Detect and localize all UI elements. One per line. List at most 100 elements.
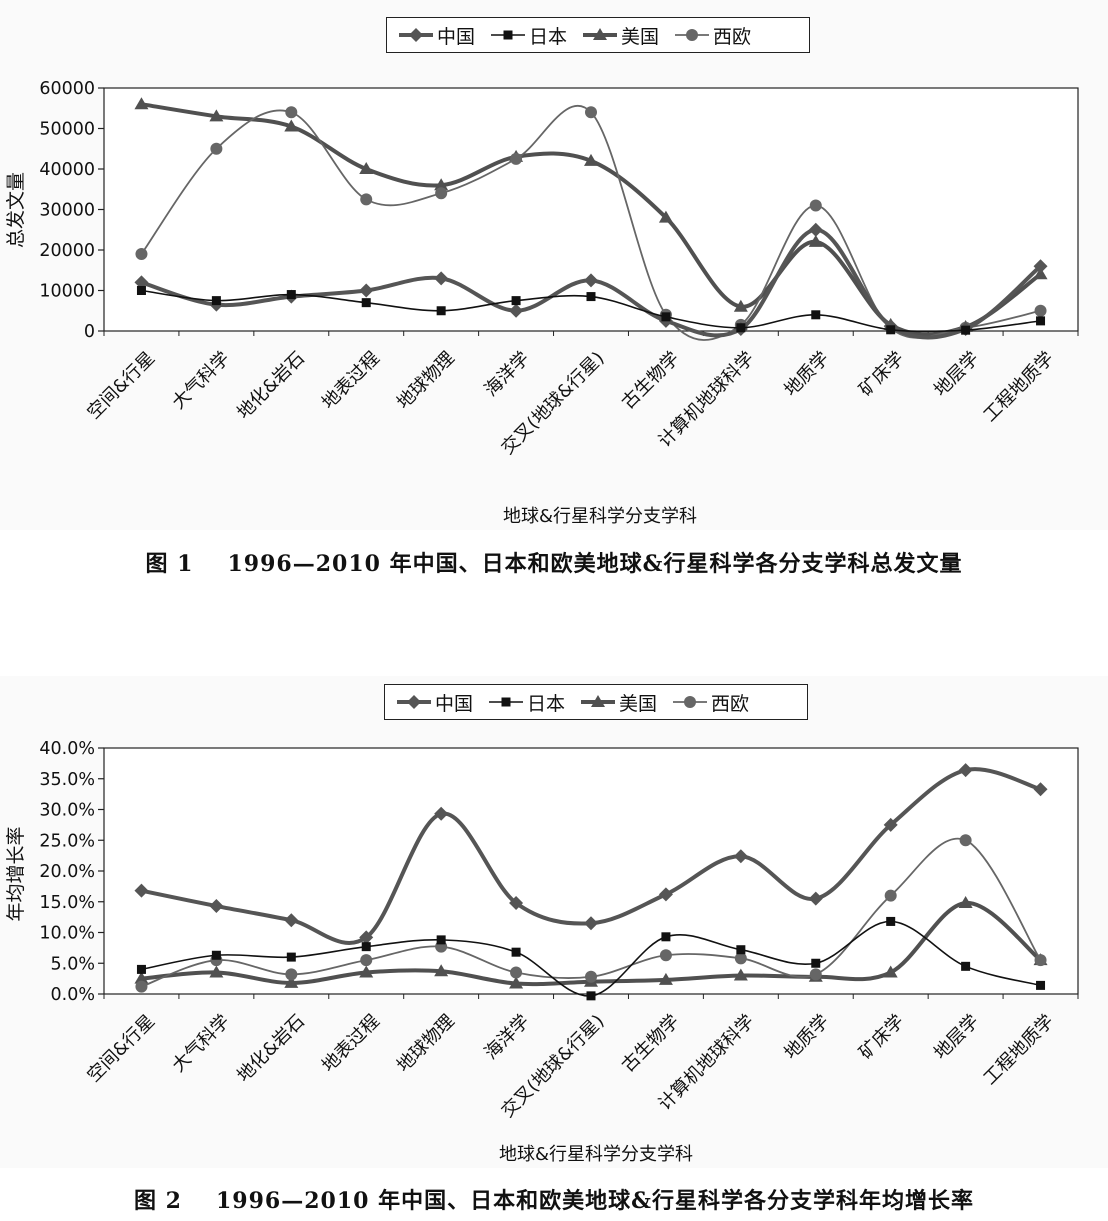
- figure2-legend-label-0: 中国: [435, 692, 474, 715]
- figure2-point-西欧-3: [360, 954, 373, 967]
- figure2-category-label-9: 地质学: [780, 1011, 833, 1064]
- figure2-ytick-label-0: 0.0%: [51, 985, 95, 1005]
- figure2-point-美国-3: [359, 965, 374, 978]
- figure2-point-美国-10: [883, 965, 898, 978]
- figure1-point-美国-12: [1033, 267, 1048, 280]
- figure2-ytick-label-3: 15.0%: [39, 893, 95, 913]
- figure2-point-日本-12: [1036, 980, 1046, 990]
- figure2-panel: 0.0% 5.0% 10.0% 15.0% 20.0% 25.0% 30.0% 35.0% 40…: [0, 676, 1108, 1168]
- figure2-point-美国-5: [509, 976, 524, 989]
- figure1-legend-swatch-0: [399, 28, 433, 42]
- figure2-point-中国-6: [584, 916, 598, 931]
- figure1-point-西欧-6: [585, 106, 597, 119]
- figure1-legend-label-2: 美国: [621, 25, 660, 48]
- figure1-legend-marker-3: [686, 29, 699, 41]
- figure1-category-label-0: 空间&行星: [83, 348, 159, 424]
- figure2-series-美国: [134, 895, 1048, 989]
- figure2-category-label-10: 矿床学: [855, 1011, 908, 1064]
- figure2-point-日本-3: [361, 942, 371, 952]
- figure1-ytick-label-2: 20000: [39, 241, 95, 261]
- figure1-point-日本-10: [886, 325, 896, 335]
- figure1-category-label-11: 地层学: [930, 348, 983, 401]
- figure2-point-中国-7: [658, 887, 673, 902]
- figure2-point-日本-1: [211, 950, 221, 960]
- figure2-point-中国-3: [359, 930, 374, 945]
- figure1-legend-swatch-2: [583, 28, 618, 40]
- figure2-ytick-label-1: 5.0%: [51, 954, 95, 974]
- figure2-point-西欧-0: [135, 980, 148, 993]
- figure1-point-中国-12: [1033, 259, 1048, 274]
- figure2-legend: 中国 日本 美国 西欧: [384, 684, 808, 720]
- figure2-legend-item-3: 西欧: [671, 689, 749, 716]
- figure1-category-label-7: 古生物学: [618, 348, 684, 414]
- figure2-point-中国-4: [434, 806, 449, 821]
- figure2-point-日本-6: [586, 991, 596, 1001]
- figure1-legend-marker-2: [593, 28, 608, 40]
- figure2-series-中国: [134, 763, 1048, 945]
- figure2-point-日本-11: [961, 961, 971, 971]
- figure2-category-label-4: 地球物理: [393, 1011, 459, 1077]
- figure2-category-label-1: 大气科学: [168, 1011, 234, 1077]
- figure1-legend-swatch-3: [675, 29, 710, 41]
- figure2-category-label-3: 地表过程: [318, 1011, 384, 1077]
- figure1-point-日本-9: [811, 310, 821, 320]
- figure1-category-label-2: 地化&岩石: [233, 348, 309, 424]
- figure2-point-西欧-8: [734, 952, 747, 965]
- figure2-category-label-2: 地化&岩石: [233, 1011, 309, 1087]
- figure1-point-美国-3: [359, 162, 374, 174]
- figure1-legend-label-3: 西欧: [713, 25, 752, 48]
- figure2-legend-label-1: 日本: [527, 692, 566, 715]
- figure1-point-中国-3: [359, 283, 374, 298]
- figure1-caption-text: 1996—2010 年中国、日本和欧美地球&行星科学各分支学科总发文量: [227, 551, 963, 577]
- figure1-point-中国-9: [808, 222, 823, 237]
- figure2-series-西欧: [135, 834, 1047, 993]
- figure2-series-日本: [136, 916, 1046, 1001]
- figure2-legend-swatch-0: [397, 695, 431, 709]
- figure2-point-日本-10: [886, 916, 896, 926]
- figure2-category-label-7: 古生物学: [618, 1011, 684, 1077]
- figure2-y-axis-title: 年均增长率: [5, 826, 27, 921]
- figure1-point-西欧-9: [809, 199, 822, 212]
- figure1-y-axis-title: 总发文量: [5, 172, 27, 248]
- figure1-caption: 图 1 1996—2010 年中国、日本和欧美地球&行星科学各分支学科总发文量: [0, 546, 1108, 578]
- figure1-legend-label-1: 日本: [529, 25, 568, 48]
- figure2-legend-label-3: 西欧: [711, 692, 750, 715]
- figure1-point-西欧-3: [360, 193, 373, 206]
- figure2-point-中国-5: [509, 895, 524, 910]
- figure1-point-日本-7: [661, 312, 671, 322]
- figure1-point-美国-9: [808, 234, 823, 247]
- figure1-point-日本-11: [961, 325, 971, 335]
- figure2-x-axis-title: 地球&行星科学分支学科: [499, 1144, 693, 1165]
- figure1-point-日本-0: [136, 286, 146, 295]
- figure1-point-日本-6: [586, 292, 596, 302]
- figure1-point-西欧-0: [135, 248, 148, 261]
- figure1-point-中国-6: [584, 273, 598, 288]
- figure2-point-西欧-5: [510, 966, 523, 979]
- figure1-point-中国-0: [134, 275, 149, 290]
- figure1-point-日本-12: [1036, 316, 1046, 326]
- figure2-point-美国-11: [958, 895, 973, 908]
- figure1-category-label-5: 海洋学: [481, 348, 534, 401]
- figure2-point-西欧-12: [1034, 954, 1047, 967]
- figure2-point-美国-2: [284, 975, 299, 988]
- figure1-point-西欧-5: [510, 152, 523, 165]
- figure1-category-label-4: 地球物理: [393, 348, 459, 414]
- figure2-legend-marker-0: [407, 695, 421, 709]
- figure1-legend-swatch-1: [491, 30, 526, 40]
- figure1-legend-item-3: 西欧: [673, 22, 751, 49]
- figure2-point-中国-10: [883, 817, 898, 832]
- figure1-ytick-label-0: 0: [84, 322, 95, 342]
- figure2-point-日本-4: [436, 935, 446, 945]
- figure2-point-中国-0: [134, 883, 149, 898]
- figure2-point-美国-0: [134, 971, 149, 984]
- figure2-legend-item-0: 中国: [395, 689, 473, 716]
- figure1-point-日本-5: [511, 296, 521, 306]
- figure2-point-日本-0: [136, 964, 146, 974]
- figure1-category-label-3: 地表过程: [318, 348, 384, 414]
- figure2-point-日本-5: [511, 947, 521, 957]
- figure2-plot-area: [103, 747, 1079, 995]
- figure1-point-中国-5: [509, 303, 524, 318]
- figure2-point-美国-4: [434, 964, 449, 977]
- figure2-point-美国-1: [209, 965, 224, 978]
- figure1-ytick-label-6: 60000: [39, 79, 95, 99]
